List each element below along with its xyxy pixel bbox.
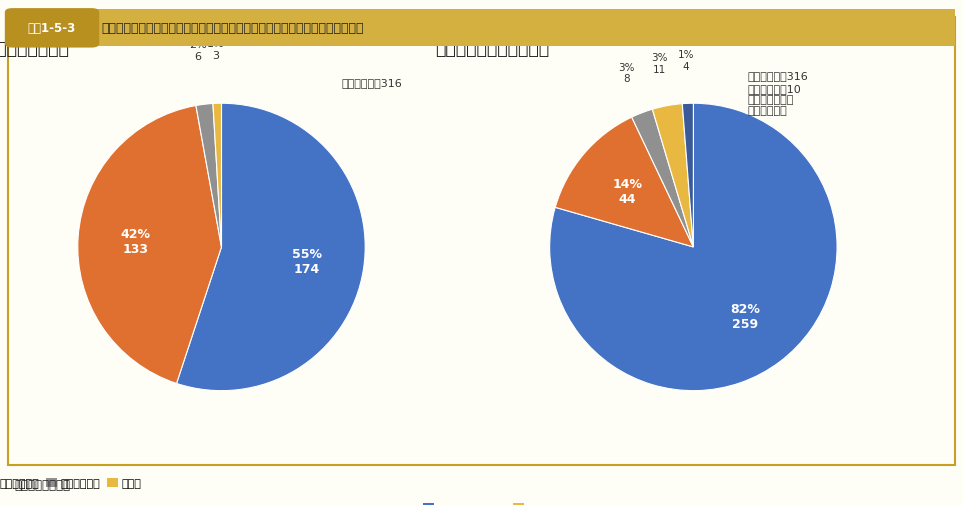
Text: 1%
4: 1% 4 — [678, 50, 694, 72]
Text: 地区防災計画作成団体の内訳: 地区防災計画作成団体の内訳 — [0, 40, 69, 58]
Wedge shape — [556, 118, 693, 247]
Text: 3%
11: 3% 11 — [651, 54, 667, 75]
Text: 1%
3: 1% 3 — [207, 39, 224, 61]
Wedge shape — [176, 104, 365, 391]
Text: 55%
174: 55% 174 — [292, 247, 322, 275]
Text: マンション）: マンション） — [747, 106, 787, 116]
Text: 出典：内閣府資料: 出典：内閣府資料 — [14, 478, 70, 491]
Wedge shape — [632, 110, 693, 247]
Wedge shape — [213, 104, 221, 247]
Text: 42%
133: 42% 133 — [120, 227, 150, 256]
Text: 回答団体数　316: 回答団体数 316 — [747, 71, 808, 81]
Wedge shape — [652, 105, 693, 247]
Text: 地区防災計画の作成範囲: 地区防災計画の作成範囲 — [434, 40, 549, 58]
Text: 3%
8: 3% 8 — [618, 63, 635, 84]
Wedge shape — [78, 107, 221, 384]
Wedge shape — [550, 104, 837, 391]
Text: 82%
259: 82% 259 — [730, 302, 760, 330]
Legend: 単独の自治会, 自治会連合（小学校）, 自治会連合（中学校）, マンション, その他: 単独の自治会, 自治会連合（小学校）, 自治会連合（中学校）, マンション, そ… — [419, 499, 564, 505]
Text: 重複回答　　10: 重複回答 10 — [747, 83, 801, 93]
Text: （単独自治会と: （単独自治会と — [747, 94, 794, 105]
Legend: 自治会, 自主防災組織, 地域運営組織, その他: 自治会, 自主防災組織, 地域運営組織, その他 — [0, 474, 145, 493]
Text: 回答団体数　316: 回答団体数 316 — [342, 78, 403, 88]
Text: 令和２年度中に地域防災計画に定められた地区防災計画の作成団体と作成範囲: 令和２年度中に地域防災計画に定められた地区防災計画の作成団体と作成範囲 — [101, 22, 364, 35]
Wedge shape — [683, 104, 693, 247]
Text: 14%
44: 14% 44 — [612, 178, 642, 206]
Text: 図表1-5-3: 図表1-5-3 — [28, 22, 76, 35]
Text: 2%
6: 2% 6 — [189, 40, 207, 62]
Wedge shape — [195, 105, 221, 247]
